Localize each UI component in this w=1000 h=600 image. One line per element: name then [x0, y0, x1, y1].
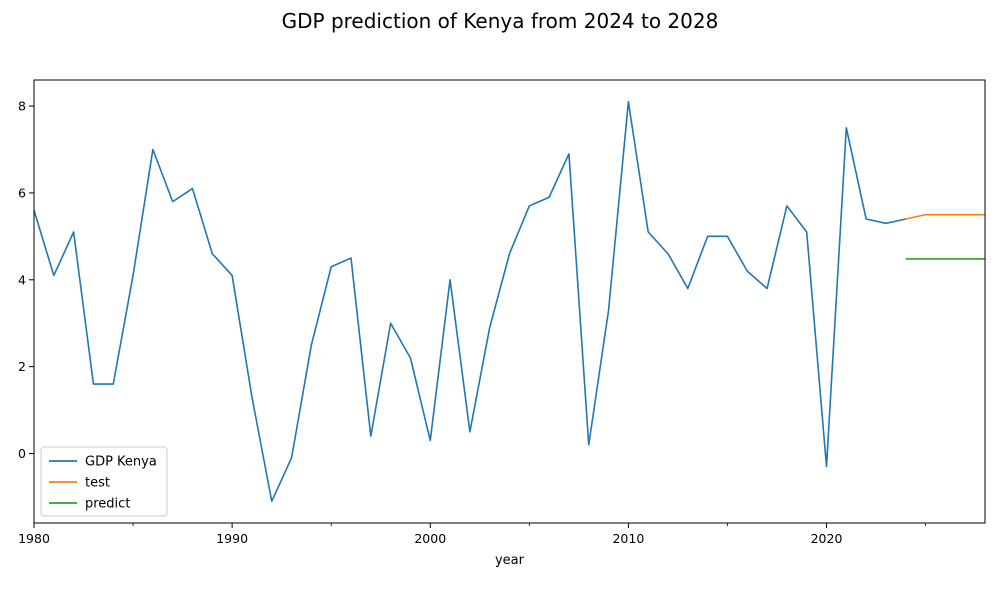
legend-label: GDP Kenya: [85, 455, 157, 470]
y-tick-label: 2: [18, 359, 26, 374]
y-axis: 0 2 4 6 8: [18, 99, 34, 461]
x-tick-label: 1980: [18, 531, 50, 546]
y-tick-label: 4: [18, 272, 26, 287]
x-tick-label: 2010: [612, 531, 644, 546]
x-axis: 1980 1990 2000 2010 2020: [18, 523, 926, 546]
plot-frame: [33, 79, 986, 524]
x-tick-label: 1990: [216, 531, 248, 546]
x-tick-label: 2000: [414, 531, 446, 546]
legend-label: test: [85, 476, 110, 491]
plot-area: [33, 100, 985, 503]
y-tick-label: 8: [18, 99, 26, 114]
legend-label: predict: [85, 497, 130, 512]
x-axis-label: year: [495, 553, 525, 568]
y-tick-label: 6: [18, 185, 26, 200]
series-line-test: [905, 213, 985, 220]
chart-title: GDP prediction of Kenya from 2024 to 202…: [282, 9, 719, 33]
legend: GDP Kenya test predict: [40, 446, 168, 517]
x-tick-label: 2020: [811, 531, 843, 546]
series-line-gdp-kenya: [33, 100, 906, 503]
y-tick-label: 0: [18, 446, 26, 461]
legend-box: [40, 446, 168, 517]
